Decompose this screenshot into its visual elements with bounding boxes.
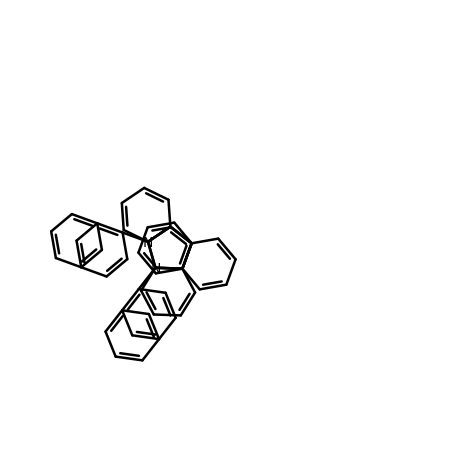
Text: N: N xyxy=(150,261,160,275)
Text: N: N xyxy=(143,235,153,249)
